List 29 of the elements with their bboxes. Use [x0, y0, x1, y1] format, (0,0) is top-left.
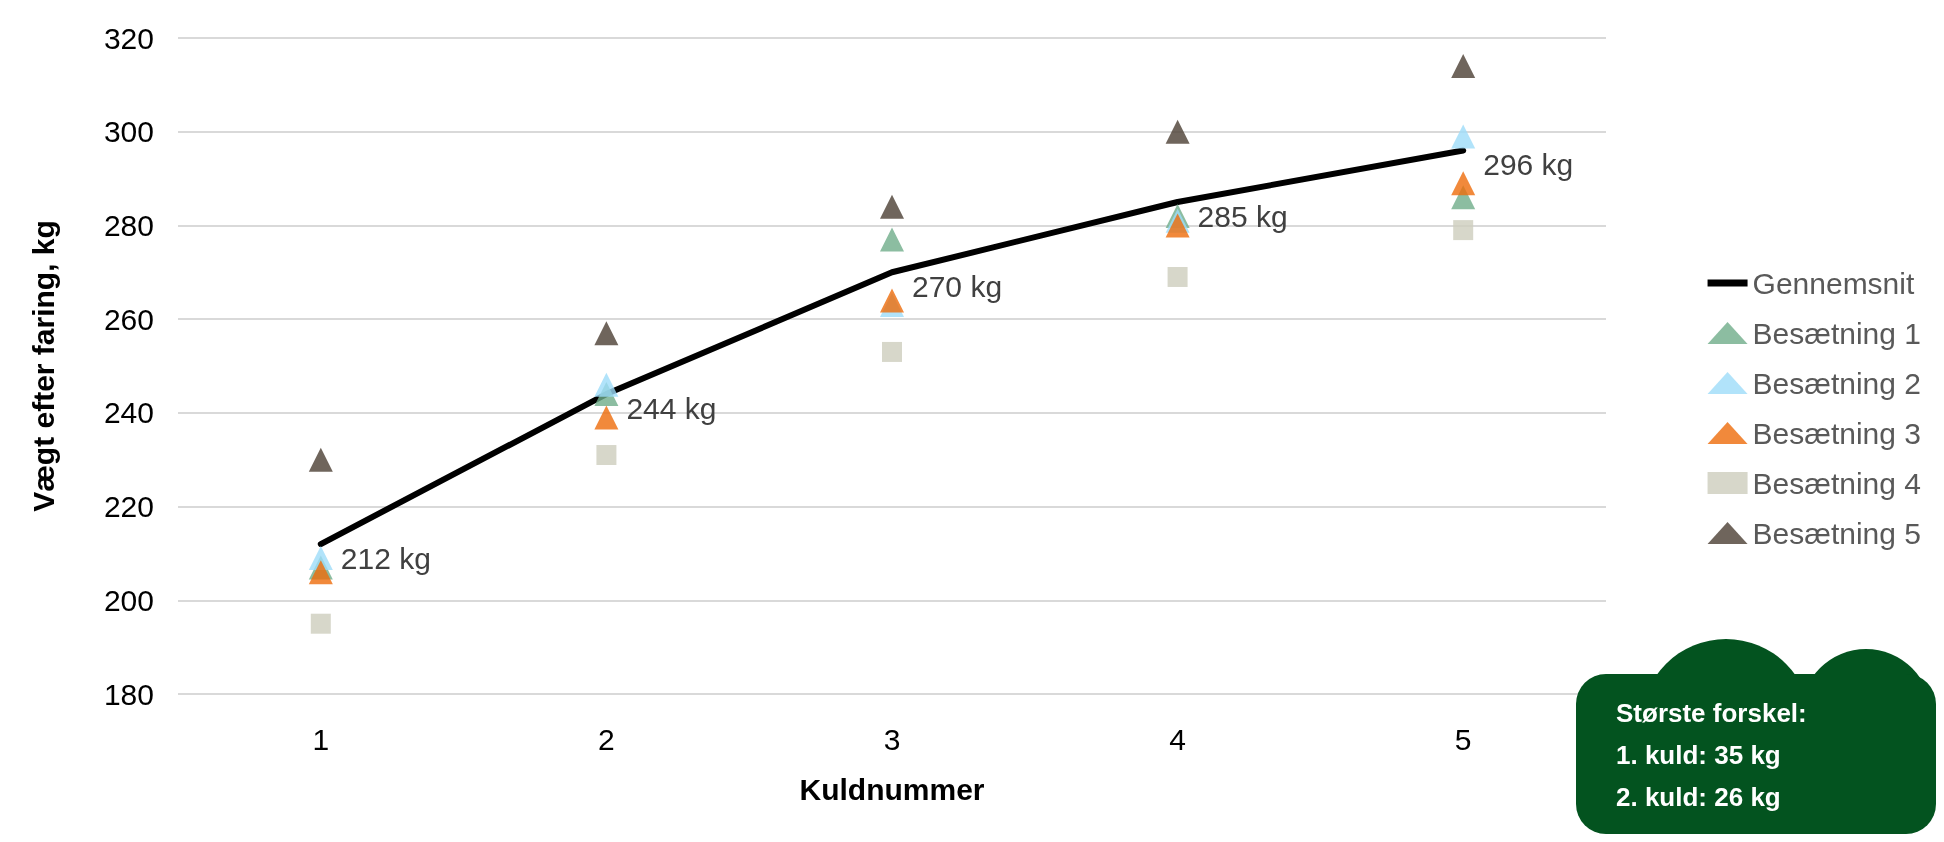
data-label: 270 kg: [912, 269, 1003, 303]
legend-label: Besætning 1: [1752, 316, 1922, 350]
y-tick-label: 260: [103, 302, 154, 336]
text: 1. kuld: 35 kg: [1616, 740, 1781, 770]
y-tick-label: 320: [103, 21, 154, 55]
legend-label: Besætning 3: [1752, 416, 1922, 450]
data-label: 244 kg: [626, 391, 717, 425]
y-tick-label: 220: [103, 490, 154, 524]
data-label: 212 kg: [340, 541, 431, 575]
text: Største forskel:: [1616, 698, 1807, 728]
x-tick-label: 3: [883, 722, 901, 756]
x-axis-title: Kuldnummer: [799, 772, 985, 806]
y-tick-label: 280: [103, 208, 154, 242]
y-tick-label: 200: [103, 583, 154, 617]
x-tick-label: 4: [1169, 722, 1186, 756]
x-tick-label: 2: [598, 722, 615, 756]
data-label: 285 kg: [1197, 199, 1288, 233]
data-label: 296 kg: [1483, 147, 1574, 181]
x-tick-label: 5: [1454, 722, 1472, 756]
text: 2. kuld: 26 kg: [1616, 782, 1781, 812]
legend-label: Besætning 4: [1752, 466, 1922, 500]
y-tick-label: 180: [103, 677, 154, 711]
y-tick-label: 300: [103, 115, 154, 149]
legend-label: Gennemsnit: [1752, 266, 1915, 300]
legend-label: Besætning 5: [1752, 516, 1922, 550]
y-tick-label: 240: [103, 396, 154, 430]
x-tick-label: 1: [312, 722, 330, 756]
y-axis-title: Vægt efter faring, kg: [26, 220, 60, 512]
legend-label: Besætning 2: [1752, 366, 1922, 400]
